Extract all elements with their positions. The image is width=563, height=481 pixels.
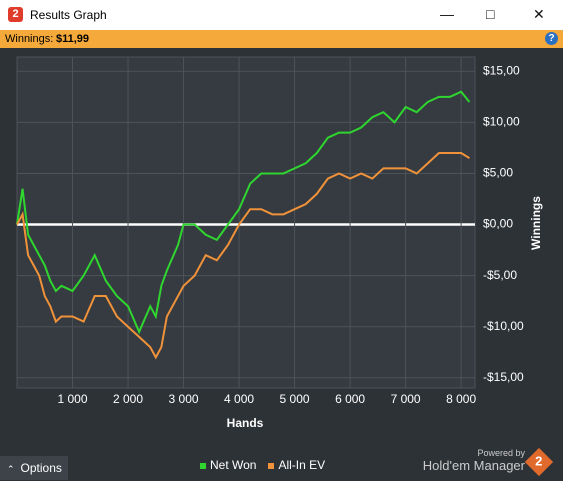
close-button[interactable]: ✕ [533, 6, 545, 22]
brand-logo: 2 [524, 447, 554, 477]
y-tick-label: $0,00 [483, 217, 513, 231]
y-tick-label: -$10,00 [483, 319, 524, 333]
legend-item: Net Won [200, 458, 256, 472]
y-axis-label: Winnings [529, 196, 543, 250]
plot-area [16, 56, 476, 389]
title-bar: 2 Results Graph — □ ✕ [0, 0, 563, 30]
legend-label: Net Won [210, 458, 257, 472]
minimize-button[interactable]: — [440, 6, 454, 22]
y-tick-label: $15,00 [483, 63, 520, 77]
brand-name: Hold'em Manager [422, 458, 525, 473]
app-icon: 2 [8, 7, 23, 22]
series-line [16, 90, 471, 335]
series-line [16, 152, 470, 360]
legend: Net Won All-In EV [200, 458, 337, 472]
y-tick-label: -$15,00 [483, 370, 524, 384]
maximize-button[interactable]: □ [486, 6, 495, 22]
winnings-value: $11,99 [56, 33, 90, 45]
chart: Hands Winnings $15,00 $10,00 $5,00 $0,00 -$5… [16, 56, 543, 430]
branding: Powered by Hold'em Manager [423, 448, 525, 473]
powered-by: Powered by [477, 448, 525, 458]
y-tick-label: -$5,00 [483, 268, 517, 282]
window-title: Results Graph [30, 8, 107, 22]
x-tick-label: 8 000 [446, 392, 476, 406]
options-label: Options [20, 461, 62, 475]
legend-item: All-In EV [268, 458, 325, 472]
x-tick-label: 6 000 [335, 392, 365, 406]
options-button[interactable]: ⌃ Options [0, 456, 68, 480]
x-tick-label: 1 000 [57, 392, 87, 406]
legend-swatch [200, 463, 206, 469]
x-tick-label: 4 000 [224, 392, 254, 406]
x-tick-label: 5 000 [280, 392, 310, 406]
legend-swatch [268, 463, 275, 469]
help-button[interactable]: ? [545, 32, 558, 45]
y-tick-label: $5,00 [483, 166, 513, 180]
x-tick-label: 7 000 [391, 392, 421, 406]
x-tick-label: 2 000 [113, 392, 143, 406]
y-tick-label: $10,00 [483, 115, 520, 129]
legend-label: All-In EV [278, 458, 326, 472]
winnings-label: Winnings: [5, 33, 54, 45]
winnings-bar: Winnings: $11,99 ? [0, 30, 563, 48]
x-axis-label: Hands [227, 416, 264, 430]
x-tick-label: 3 000 [169, 392, 199, 406]
